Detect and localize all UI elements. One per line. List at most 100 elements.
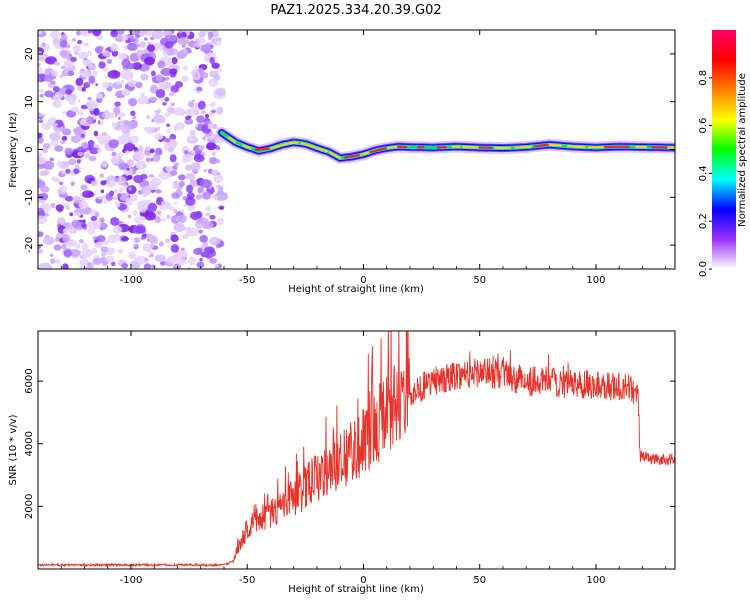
noise-speckle [215, 87, 226, 97]
noise-speckle [110, 43, 119, 52]
noise-speckle [149, 148, 155, 154]
noise-speckle [49, 157, 55, 162]
noise-speckle [74, 164, 80, 168]
noise-speckle [195, 194, 203, 200]
noise-speckle [104, 112, 115, 119]
noise-speckle [140, 235, 147, 240]
noise-speckle [184, 164, 193, 171]
spectrogram-x-axis-label: Height of straight line (km) [288, 284, 424, 295]
noise-speckle [116, 176, 127, 186]
noise-speckle [211, 101, 216, 107]
noise-speckle [125, 150, 129, 155]
noise-speckle [127, 214, 132, 219]
noise-speckle [205, 212, 211, 217]
noise-speckle [96, 45, 104, 52]
noise-speckle [158, 241, 165, 247]
noise-speckle [110, 155, 120, 165]
noise-speckle [197, 37, 206, 45]
noise-speckle [143, 37, 148, 41]
ridge-hotspot [344, 153, 363, 159]
noise-speckle [204, 246, 215, 255]
noise-speckle [169, 170, 178, 176]
noise-speckle [121, 236, 129, 242]
noise-speckle [38, 249, 44, 254]
noise-speckle [70, 181, 75, 187]
noise-speckle [94, 212, 100, 218]
noise-speckle [209, 258, 218, 264]
noise-speckle [181, 233, 189, 239]
noise-speckle [100, 246, 109, 253]
noise-speckle [216, 190, 224, 196]
noise-speckle [86, 115, 94, 125]
noise-speckle [84, 81, 91, 88]
colorbar-tick-label: 0.6 [698, 118, 709, 134]
noise-speckle [98, 61, 106, 69]
noise-speckle [211, 109, 217, 114]
noise-speckle [101, 251, 107, 258]
noise-speckle [131, 194, 138, 202]
snr-x-tick-label: -100 [120, 575, 143, 586]
noise-speckle [99, 173, 105, 178]
noise-speckle [116, 135, 131, 145]
noise-speckle [215, 159, 221, 164]
noise-speckle [199, 257, 203, 262]
noise-speckle [60, 34, 68, 42]
noise-speckle [152, 153, 161, 163]
noise-speckle [207, 31, 214, 39]
noise-speckle [148, 96, 158, 103]
noise-speckle [38, 67, 44, 75]
noise-speckle [130, 110, 136, 117]
noise-speckle [139, 92, 146, 97]
noise-speckle [113, 196, 117, 200]
noise-speckle [174, 81, 184, 88]
noise-speckle [44, 212, 50, 217]
noise-speckle [196, 247, 203, 255]
noise-speckle [62, 263, 69, 269]
noise-speckle [81, 243, 89, 250]
noise-speckle [195, 124, 199, 128]
noise-speckle [139, 31, 145, 37]
colorbar-tick-label: 0.4 [698, 165, 709, 181]
noise-speckle [169, 138, 175, 143]
noise-speckle [115, 81, 122, 86]
noise-speckle [143, 263, 152, 269]
noise-speckle [169, 154, 177, 163]
noise-speckle [81, 201, 85, 205]
snr-series-line [38, 331, 675, 568]
noise-speckle [56, 217, 66, 225]
noise-speckle [184, 118, 194, 125]
noise-speckle [166, 123, 170, 128]
noise-speckle [157, 210, 162, 215]
noise-speckle [208, 157, 218, 165]
noise-speckle [80, 104, 88, 110]
spectrogram-noise-region [38, 30, 229, 269]
noise-speckle [121, 262, 129, 269]
noise-speckle [199, 179, 212, 188]
noise-speckle [64, 195, 74, 202]
noise-speckle [155, 89, 166, 98]
snr-x-axis-label: Height of straight line (km) [288, 584, 424, 595]
noise-speckle [149, 243, 155, 249]
noise-speckle [154, 216, 161, 224]
noise-speckle [88, 30, 92, 34]
spectrogram-x-tick-label: -100 [120, 275, 143, 286]
noise-speckle [128, 251, 136, 260]
noise-speckle [108, 190, 115, 197]
noise-speckle [123, 142, 136, 152]
noise-speckle [196, 217, 203, 224]
noise-speckle [81, 141, 89, 149]
figure-title: PAZ1.2025.334.20.39.G02 [270, 3, 441, 18]
noise-speckle [165, 165, 174, 172]
noise-speckle [59, 74, 64, 79]
noise-speckle [38, 113, 44, 118]
noise-speckle [204, 113, 210, 119]
noise-speckle [70, 56, 77, 62]
snr-frame [37, 330, 676, 570]
noise-speckle [38, 30, 43, 35]
noise-speckle [69, 212, 74, 217]
noise-speckle [53, 244, 62, 251]
noise-speckle [126, 167, 130, 171]
noise-speckle [106, 255, 115, 264]
noise-speckle [151, 30, 164, 39]
noise-speckle [100, 180, 107, 186]
